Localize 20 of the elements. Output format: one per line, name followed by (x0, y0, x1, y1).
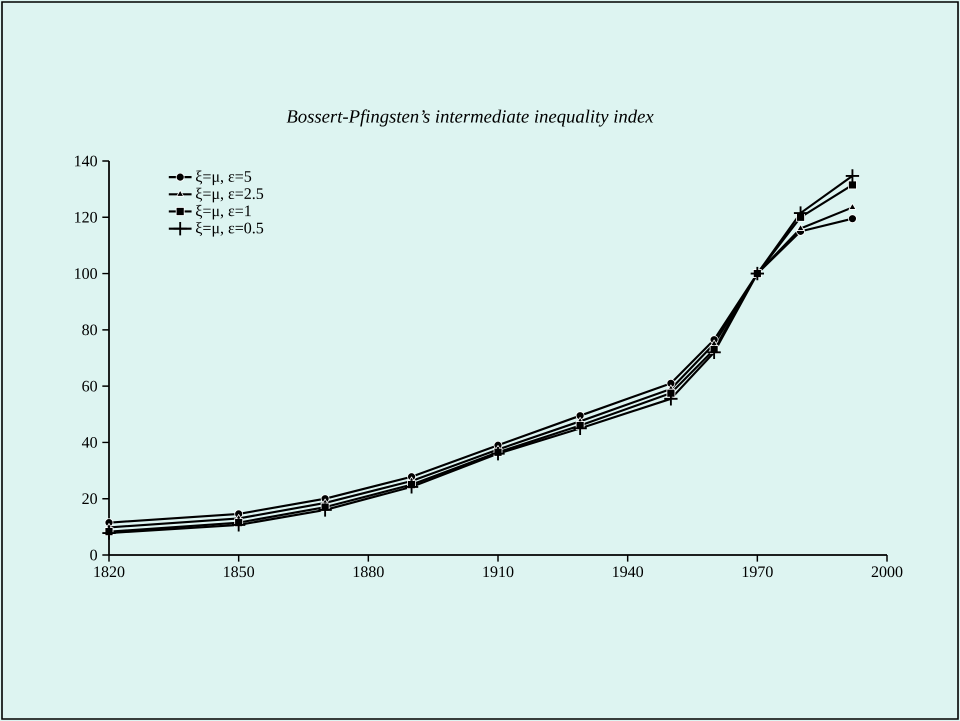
legend-label: ξ=μ, ε=0.5 (196, 222, 264, 237)
y-tick-label: 120 (75, 212, 98, 223)
x-tick-label: 2000 (872, 566, 902, 578)
x-tick-label: 1850 (224, 566, 254, 578)
x-tick-label: 1940 (613, 566, 644, 578)
y-tick-label: 40 (82, 437, 98, 448)
legend-label: ξ=μ, ε=5 (196, 170, 252, 186)
y-tick-label: 0 (90, 550, 98, 560)
y-tick-label: 100 (75, 268, 98, 279)
x-tick-label: 1970 (742, 566, 773, 578)
y-tick-label: 60 (82, 380, 98, 392)
x-tick-label: 1820 (94, 566, 124, 578)
legend-label: ξ=μ, ε=1 (196, 204, 251, 220)
y-tick-label: 20 (82, 493, 98, 504)
y-tick-label: 80 (82, 324, 98, 336)
chart-title: Bossert-Pfingsten’s intermediate inequality index (286, 109, 654, 127)
y-tick-label: 140 (75, 156, 98, 166)
legend-label: ξ=μ, ε=2.5 (196, 188, 264, 202)
x-tick-label: 1910 (483, 566, 514, 578)
x-tick-label: 1880 (354, 566, 384, 578)
